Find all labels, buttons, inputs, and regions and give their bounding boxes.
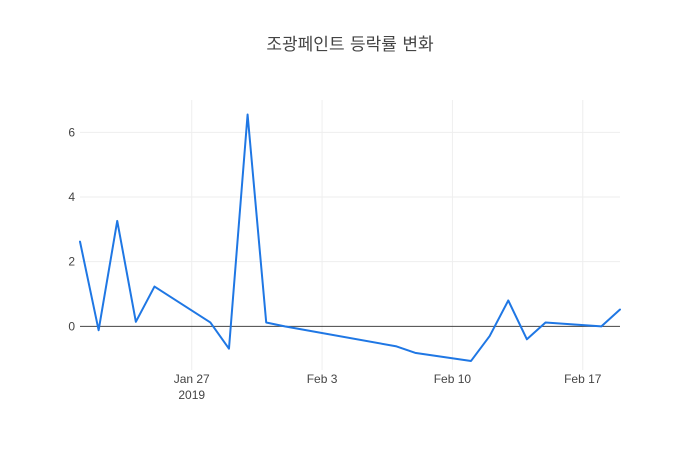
grid [80,100,620,370]
y-tick-label: 0 [68,319,75,333]
axes: Jan 27 2019 Feb 3 Feb 10 Feb 17 0 2 4 6 [68,125,620,402]
y-tick-label: 4 [68,190,75,204]
chart-title: 조광페인트 등락률 변화 [266,35,434,55]
x-tick-sublabel: 2019 [178,388,205,402]
x-tick-label: Jan 27 [174,372,210,386]
x-tick-label: Feb 3 [307,372,338,386]
x-tick-label: Feb 17 [564,372,602,386]
y-tick-label: 6 [68,125,75,139]
y-tick-label: 2 [68,255,75,269]
series-line [79,113,621,362]
x-tick-label: Feb 10 [434,372,472,386]
series-layer [79,113,621,362]
